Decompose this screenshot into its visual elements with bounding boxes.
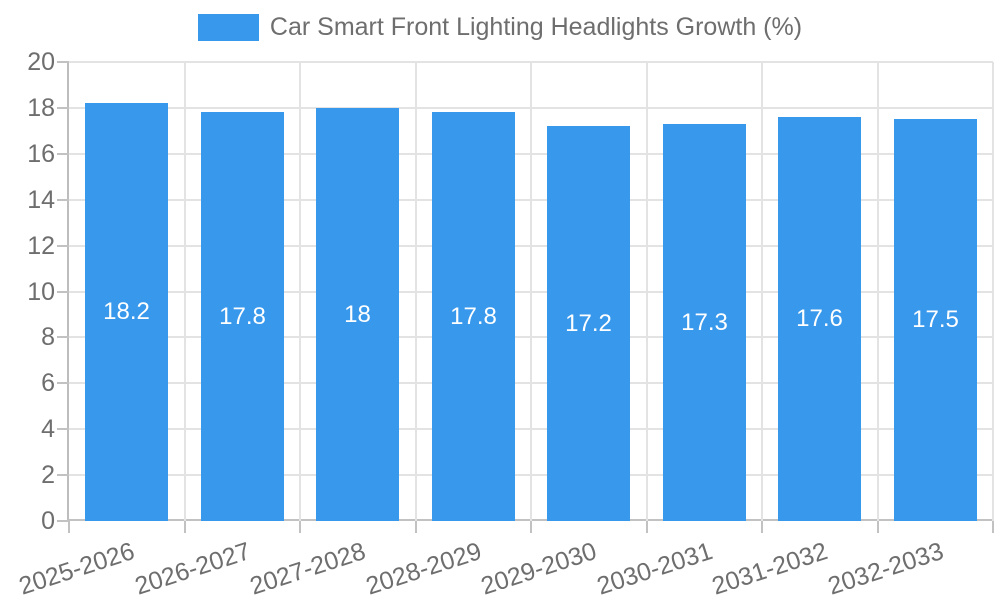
y-tick-label: 20 <box>27 48 55 76</box>
x-tick-mark <box>299 521 301 533</box>
x-tick-mark <box>183 521 186 533</box>
y-tick-label: 16 <box>27 139 55 168</box>
y-tick-label: 8 <box>41 323 55 352</box>
y-tick-label: 0 <box>41 507 55 535</box>
y-tick-mark <box>57 198 69 201</box>
y-tick-mark <box>57 382 69 385</box>
y-tick-label: 2 <box>41 461 55 490</box>
y-tick-label: 6 <box>41 369 55 398</box>
bar[interactable]: 17.8 <box>432 112 515 521</box>
gridline-vertical <box>876 62 879 521</box>
bar[interactable]: 17.5 <box>894 119 977 521</box>
y-tick-mark <box>57 244 69 247</box>
bar-value-label: 18.2 <box>103 298 150 325</box>
bar[interactable]: 17.2 <box>547 126 630 521</box>
y-tick-label: 4 <box>41 415 55 444</box>
plot-area: 18.2 17.8 18 17.8 17.2 17.3 17.6 17.5 <box>67 61 994 521</box>
x-tick-label: 2029-2030 <box>477 537 601 600</box>
gridline-vertical <box>761 62 763 521</box>
bar-value-label: 17.8 <box>450 302 497 330</box>
x-tick-mark <box>992 521 994 533</box>
legend-color-swatch <box>197 14 259 41</box>
chart-title: Car Smart Front Lighting Headlights Grow… <box>269 13 803 41</box>
y-tick-label: 14 <box>27 185 55 214</box>
bar-value-label: 17.2 <box>565 309 612 337</box>
x-tick-label: 2027-2028 <box>246 537 370 600</box>
bar-value-label: 17.5 <box>912 306 959 333</box>
x-tick-label: 2031-2032 <box>708 537 832 600</box>
x-tick-mark <box>876 521 879 533</box>
chart-legend[interactable]: Car Smart Front Lighting Headlights Grow… <box>0 13 1000 42</box>
y-tick-mark <box>57 520 69 522</box>
y-tick-mark <box>57 336 69 339</box>
x-tick-label: 2032-2033 <box>824 537 947 600</box>
x-tick-label: 2025-2026 <box>15 537 139 600</box>
bar-value-label: 17.6 <box>796 305 843 332</box>
bar[interactable]: 17.3 <box>663 124 746 521</box>
y-tick-mark <box>57 152 69 155</box>
y-tick-label: 18 <box>27 93 55 122</box>
x-tick-mark <box>68 521 70 533</box>
x-tick-label: 2030-2031 <box>593 537 716 600</box>
x-tick-mark <box>414 521 417 533</box>
x-tick-mark <box>645 521 648 533</box>
y-tick-mark <box>57 428 69 431</box>
bar-value-label: 17.3 <box>681 308 728 336</box>
gridline-vertical <box>183 62 186 521</box>
y-tick-label: 12 <box>27 231 55 260</box>
y-tick-mark <box>57 61 69 63</box>
gridline-vertical <box>414 62 417 521</box>
bar[interactable]: 18.2 <box>85 103 168 521</box>
gridline-vertical <box>992 62 994 521</box>
gridline-vertical <box>645 62 648 521</box>
x-tick-label: 2026-2027 <box>131 537 254 600</box>
x-tick-label: 2028-2029 <box>362 537 485 600</box>
gridline-vertical <box>299 62 301 521</box>
bar-value-label: 17.8 <box>219 302 266 330</box>
gridline-vertical <box>530 62 532 521</box>
y-tick-label: 10 <box>27 277 55 306</box>
y-tick-mark <box>57 474 69 477</box>
y-tick-mark <box>57 106 69 109</box>
bar[interactable]: 17.8 <box>201 112 284 521</box>
bar[interactable]: 18 <box>316 108 399 521</box>
x-tick-mark <box>530 521 532 533</box>
x-tick-mark <box>761 521 763 533</box>
y-tick-mark <box>57 290 69 293</box>
bar-value-label: 18 <box>344 300 371 328</box>
bar[interactable]: 17.6 <box>778 117 861 521</box>
